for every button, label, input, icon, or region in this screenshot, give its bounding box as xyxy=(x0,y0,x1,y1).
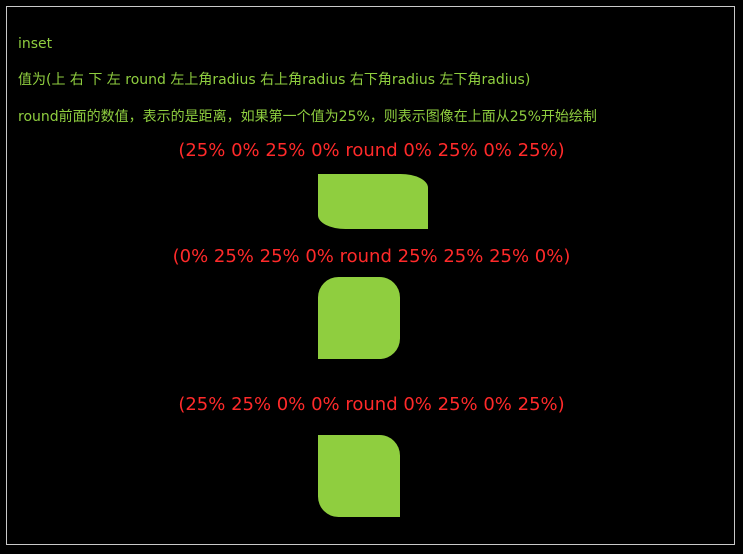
demo-frame xyxy=(6,6,735,545)
note-inset-title: inset xyxy=(18,36,53,52)
example-1-shape xyxy=(318,174,428,229)
example-2-caption: (0% 25% 25% 0% round 25% 25% 25% 0%) xyxy=(172,246,571,267)
note-round-explanation: round前面的数值，表示的是距离，如果第一个值为25%，则表示图像在上面从25… xyxy=(18,109,597,125)
note-value-syntax: 值为(上 右 下 左 round 左上角radius 右上角radius 右下角… xyxy=(18,72,531,88)
example-1-caption: (25% 0% 25% 0% round 0% 25% 0% 25%) xyxy=(178,140,565,161)
example-2-shape xyxy=(318,277,400,359)
example-3-shape xyxy=(318,435,400,517)
example-3-caption: (25% 25% 0% 0% round 0% 25% 0% 25%) xyxy=(178,394,565,415)
